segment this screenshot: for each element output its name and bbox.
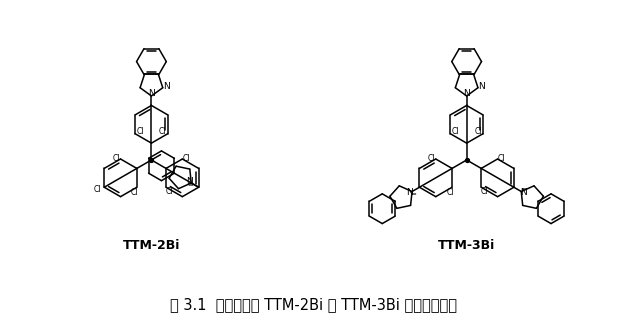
Text: N: N [148,89,155,98]
Text: N: N [163,82,170,91]
Text: Cl: Cl [428,154,436,162]
Text: Cl: Cl [131,188,139,197]
Text: Cl: Cl [446,188,454,197]
Text: Cl: Cl [93,185,101,194]
Text: N: N [186,177,192,186]
Text: =: = [520,186,525,192]
Text: N: N [407,188,413,197]
Text: 图 3.1  自由基分子 TTM-2Bi 和 TTM-3Bi 的化学结构式: 图 3.1 自由基分子 TTM-2Bi 和 TTM-3Bi 的化学结构式 [169,297,456,312]
Text: Cl: Cl [113,154,120,162]
Text: TTM-2Bi: TTM-2Bi [123,239,180,252]
Text: Cl: Cl [166,187,173,196]
Text: N: N [478,82,485,91]
Text: N: N [520,188,527,197]
Text: TTM-3Bi: TTM-3Bi [438,239,495,252]
Text: Cl: Cl [451,127,459,136]
Text: Cl: Cl [480,187,488,196]
Text: Cl: Cl [474,127,482,136]
Text: N: N [463,89,470,98]
Text: =: = [411,191,416,197]
Text: Cl: Cl [136,127,144,136]
Text: Cl: Cl [498,154,505,162]
Text: =: = [187,183,192,189]
Text: Cl: Cl [159,127,167,136]
Text: Cl: Cl [182,154,190,162]
